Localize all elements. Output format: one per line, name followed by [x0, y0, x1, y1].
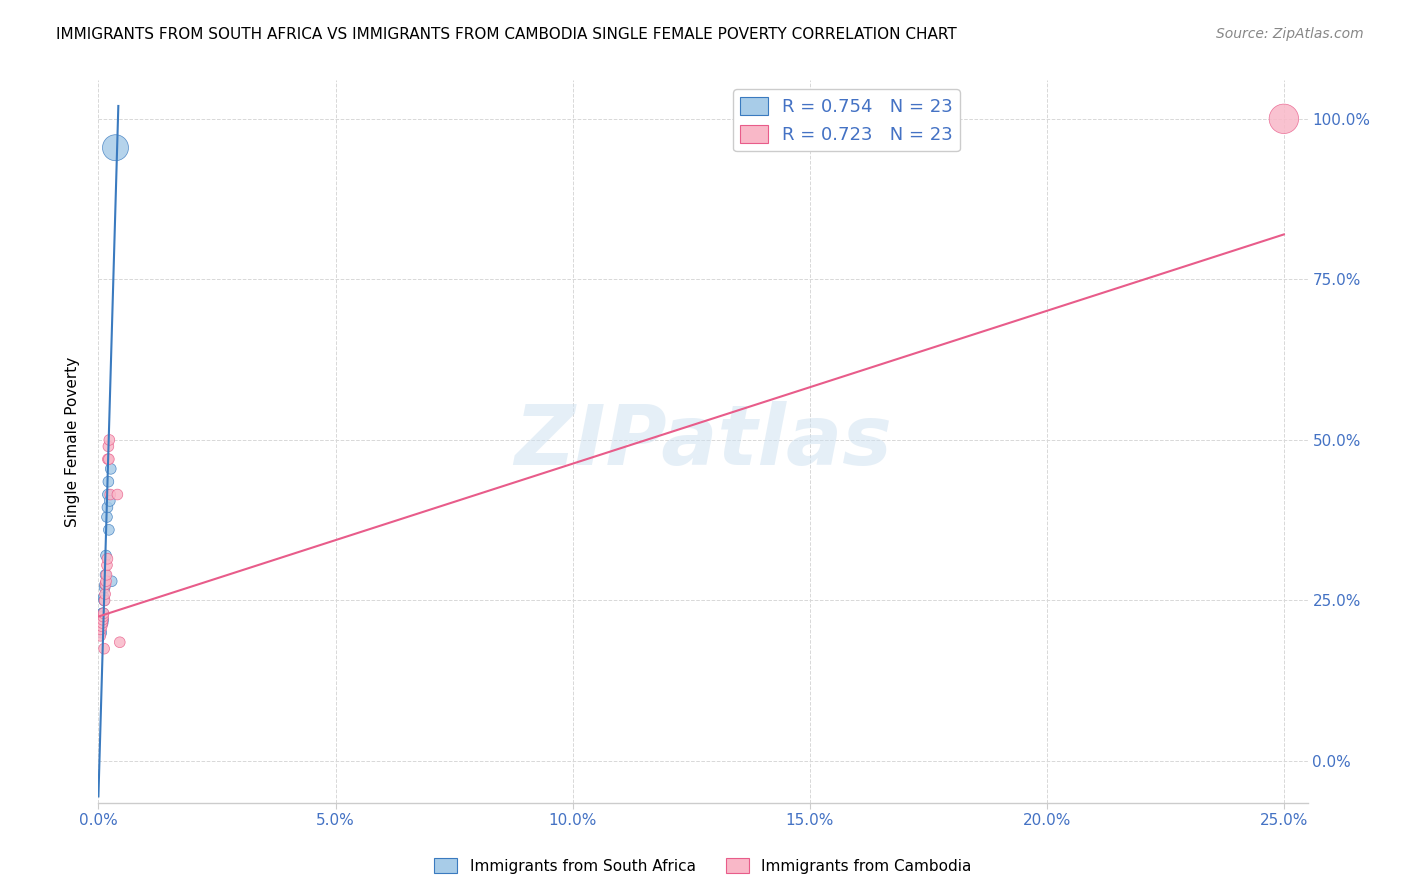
Point [100, 462, 122, 476]
Point [98, 494, 121, 508]
Point [96, 551, 118, 566]
Point [91, 607, 114, 621]
Point [90, 623, 112, 637]
Point [91, 607, 114, 621]
Point [94, 567, 117, 582]
Point [93, 593, 115, 607]
Point [108, 635, 131, 649]
Legend: Immigrants from South Africa, Immigrants from Cambodia: Immigrants from South Africa, Immigrants… [429, 852, 977, 880]
Text: IMMIGRANTS FROM SOUTH AFRICA VS IMMIGRANTS FROM CAMBODIA SINGLE FEMALE POVERTY C: IMMIGRANTS FROM SOUTH AFRICA VS IMMIGRAN… [56, 27, 957, 42]
Text: ZIPatlas: ZIPatlas [515, 401, 891, 482]
Point [90, 625, 112, 640]
Point [97, 452, 120, 467]
Text: Source: ZipAtlas.com: Source: ZipAtlas.com [1216, 27, 1364, 41]
Point [97, 452, 120, 467]
Point [93, 607, 115, 621]
Point [98, 487, 121, 501]
Point [91, 613, 114, 627]
Point [91, 615, 114, 630]
Point [97, 475, 120, 489]
Point [1272, 112, 1295, 126]
Point [96, 558, 118, 573]
Point [94, 577, 117, 591]
Point [94, 577, 117, 591]
Point [104, 141, 127, 155]
Point [97, 439, 120, 453]
Point [90, 609, 112, 624]
Point [93, 641, 115, 656]
Point [89, 629, 111, 643]
Point [96, 567, 118, 582]
Point [91, 609, 114, 624]
Point [91, 613, 114, 627]
Point [89, 623, 111, 637]
Y-axis label: Single Female Poverty: Single Female Poverty [65, 357, 80, 526]
Point [94, 549, 117, 563]
Point [90, 619, 112, 633]
Point [90, 615, 112, 630]
Point [94, 574, 117, 589]
Point [97, 487, 120, 501]
Legend: R = 0.754   N = 23, R = 0.723   N = 23: R = 0.754 N = 23, R = 0.723 N = 23 [734, 89, 960, 152]
Point [97, 523, 120, 537]
Point [93, 581, 115, 595]
Point [93, 591, 115, 605]
Point [100, 574, 122, 589]
Point [105, 487, 128, 501]
Point [94, 587, 117, 601]
Point [96, 500, 118, 515]
Point [91, 615, 114, 630]
Point [98, 433, 121, 447]
Point [96, 510, 118, 524]
Point [93, 593, 115, 607]
